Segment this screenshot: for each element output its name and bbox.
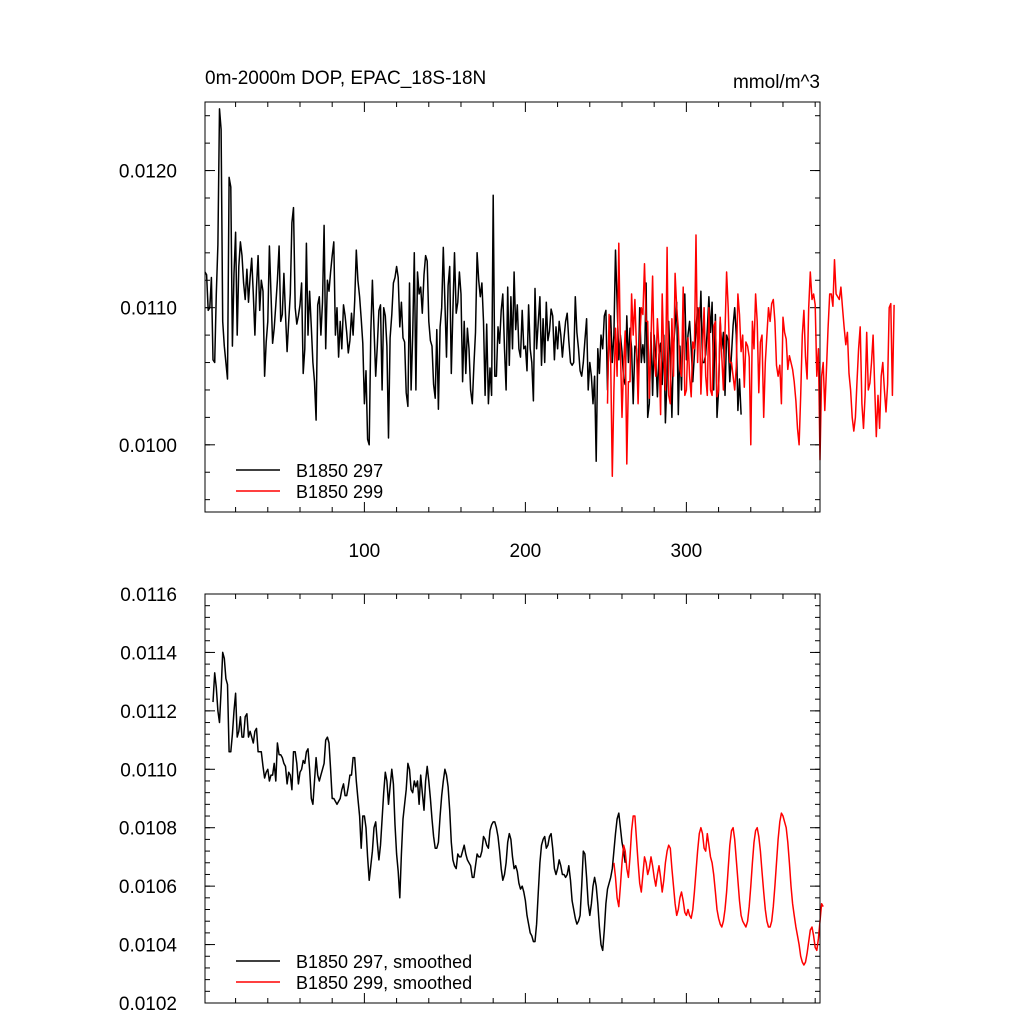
top-series-line-0 (204, 108, 742, 463)
top-panel: 0m-2000m DOP, EPAC_18S-18N mmol/m^3 100 2… (119, 68, 895, 562)
bottom-panel: 0.0102 0.0104 0.0106 0.0108 0.0110 0.0112 0.01… (119, 585, 824, 1015)
bottom-y-tick-label: 0.0112 (120, 702, 177, 723)
top-legend-label-299: B1850 299 (296, 482, 383, 502)
bottom-y-tick-label: 0.0104 (119, 936, 178, 957)
top-x-tick-label: 100 (349, 541, 381, 562)
top-chart-title: 0m-2000m DOP, EPAC_18S-18N (205, 68, 486, 89)
bottom-series-line-0 (212, 651, 626, 952)
bottom-series (212, 651, 824, 966)
top-x-tick-label: 300 (671, 541, 703, 562)
top-legend-label-297: B1850 297 (296, 461, 383, 481)
bottom-y-tick-label: 0.0102 (119, 994, 177, 1015)
bottom-legend-label-297: B1850 297, smoothed (296, 952, 472, 972)
bottom-legend-label-299: B1850 299, smoothed (296, 973, 472, 993)
bottom-series-line-1 (613, 812, 824, 966)
top-series-line-1 (606, 234, 895, 478)
bottom-y-tick-label: 0.0108 (119, 819, 177, 840)
top-legend: B1850 297 B1850 299 (236, 461, 383, 502)
bottom-legend: B1850 297, smoothed B1850 299, smoothed (236, 952, 472, 993)
bottom-y-tick-label: 0.0114 (120, 643, 177, 664)
bottom-y-tick-label: 0.0110 (120, 760, 177, 781)
top-series (204, 108, 895, 478)
top-ticks: 100 200 300 0.0100 0.0110 0.0120 (119, 102, 820, 562)
top-y-tick-label: 0.0100 (119, 436, 177, 457)
bottom-ticks: 0.0102 0.0104 0.0106 0.0108 0.0110 0.0112 0.01… (119, 585, 820, 1015)
bottom-y-tick-label: 0.0116 (120, 585, 177, 606)
top-chart-units: mmol/m^3 (733, 72, 820, 93)
bottom-y-tick-label: 0.0106 (119, 877, 177, 898)
top-plot-frame (204, 101, 821, 513)
bottom-plot-frame (204, 593, 821, 1004)
top-x-tick-label: 200 (510, 541, 542, 562)
top-y-tick-label: 0.0120 (119, 162, 177, 183)
top-y-tick-label: 0.0110 (120, 299, 177, 320)
